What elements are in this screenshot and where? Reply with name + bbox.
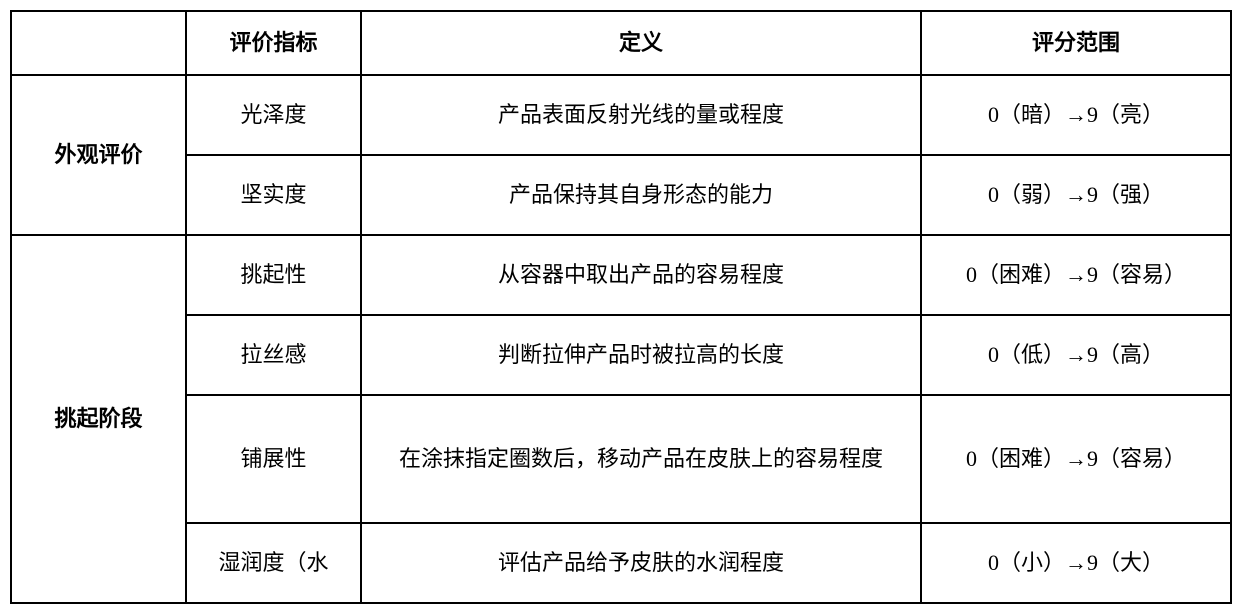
table-row: 拉丝感 判断拉伸产品时被拉高的长度 0（低）→9（高） (11, 315, 1231, 395)
table-header-row: 评价指标 定义 评分范围 (11, 11, 1231, 75)
header-indicator: 评价指标 (186, 11, 361, 75)
header-category (11, 11, 186, 75)
definition-cell: 产品保持其自身形态的能力 (361, 155, 921, 235)
table-row: 外观评价 光泽度 产品表面反射光线的量或程度 0（暗）→9（亮） (11, 75, 1231, 155)
indicator-cell: 光泽度 (186, 75, 361, 155)
header-range: 评分范围 (921, 11, 1231, 75)
indicator-cell: 铺展性 (186, 395, 361, 523)
definition-cell: 评估产品给予皮肤的水润程度 (361, 523, 921, 603)
range-cell: 0（困难）→9（容易） (921, 395, 1231, 523)
table-row: 铺展性 在涂抹指定圈数后，移动产品在皮肤上的容易程度 0（困难）→9（容易） (11, 395, 1231, 523)
category-cell: 外观评价 (11, 75, 186, 235)
header-definition: 定义 (361, 11, 921, 75)
range-cell: 0（弱）→9（强） (921, 155, 1231, 235)
table-row: 坚实度 产品保持其自身形态的能力 0（弱）→9（强） (11, 155, 1231, 235)
indicator-cell: 湿润度（水 (186, 523, 361, 603)
table-row: 挑起阶段 挑起性 从容器中取出产品的容易程度 0（困难）→9（容易） (11, 235, 1231, 315)
evaluation-table: 评价指标 定义 评分范围 外观评价 光泽度 产品表面反射光线的量或程度 0（暗）… (10, 10, 1232, 604)
definition-cell: 在涂抹指定圈数后，移动产品在皮肤上的容易程度 (361, 395, 921, 523)
definition-cell: 产品表面反射光线的量或程度 (361, 75, 921, 155)
range-cell: 0（暗）→9（亮） (921, 75, 1231, 155)
indicator-cell: 挑起性 (186, 235, 361, 315)
range-cell: 0（困难）→9（容易） (921, 235, 1231, 315)
indicator-cell: 坚实度 (186, 155, 361, 235)
range-cell: 0（低）→9（高） (921, 315, 1231, 395)
category-cell: 挑起阶段 (11, 235, 186, 603)
definition-cell: 从容器中取出产品的容易程度 (361, 235, 921, 315)
table-row: 湿润度（水 评估产品给予皮肤的水润程度 0（小）→9（大） (11, 523, 1231, 603)
indicator-cell: 拉丝感 (186, 315, 361, 395)
range-cell: 0（小）→9（大） (921, 523, 1231, 603)
definition-cell: 判断拉伸产品时被拉高的长度 (361, 315, 921, 395)
